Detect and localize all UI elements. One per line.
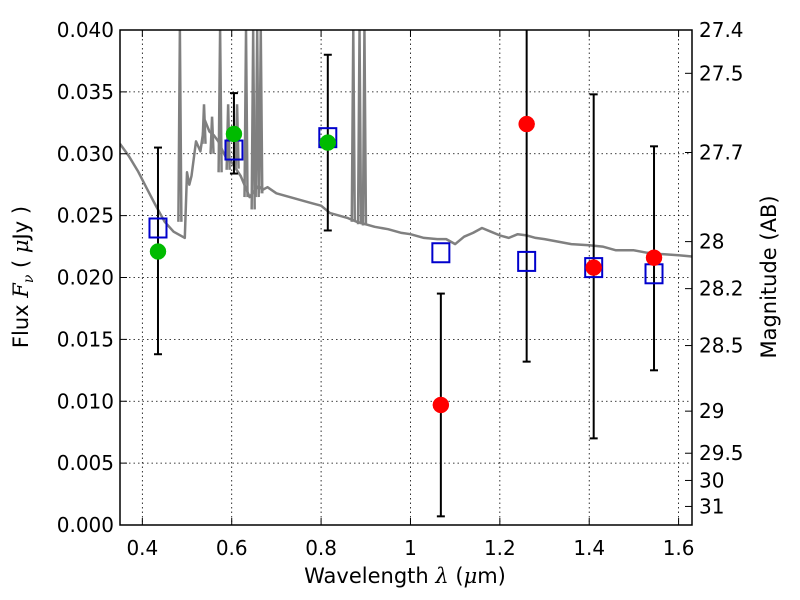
y2-tick-label: 29.5 <box>699 441 744 465</box>
y-tick-label: 0.035 <box>57 80 114 104</box>
y-tick-label: 0.030 <box>57 142 114 166</box>
model-band-square <box>517 250 537 272</box>
x-axis-label-mu: μ <box>464 564 478 588</box>
model-band-square <box>148 217 168 239</box>
y-tick-label: 0.000 <box>57 513 114 537</box>
emission-line-spike <box>361 30 368 226</box>
x-tick-label: 1 <box>404 536 417 560</box>
y-axis-label-mu: μ <box>9 239 33 253</box>
y-tick-label: 0.020 <box>57 266 114 290</box>
y-tick-label: 0.010 <box>57 389 114 413</box>
observed-flux-point <box>149 243 167 260</box>
observed-flux-point <box>432 396 450 414</box>
y-tick-label: 0.015 <box>57 327 114 351</box>
y2-tick-label: 29 <box>699 399 724 423</box>
y-axis-label: Flux Fν ( μJy ) <box>9 206 37 348</box>
emission-line-spike <box>209 116 215 154</box>
y-axis-label-unit: Jy ) <box>9 206 33 242</box>
plot-area <box>120 30 692 518</box>
x-tick-label: 0.8 <box>305 536 337 560</box>
emission-line-spike <box>350 30 357 222</box>
y-axis-label-paren: ( <box>9 253 33 275</box>
emission-line-spike <box>225 104 231 170</box>
y2-tick-label: 27.7 <box>699 141 744 165</box>
axis-ticks: 0.4 0.6 0.8 1 1.2 1.4 1.6 0.000 0.005 0.010 0.015 0… <box>57 18 744 560</box>
y-axis-label-nu: ν <box>21 274 37 283</box>
x-axis-label-text: Wavelength <box>304 564 435 588</box>
y2-tick-label: 28 <box>699 230 724 254</box>
emission-line-spike <box>254 30 260 198</box>
model-band-square <box>431 242 451 264</box>
emission-line-spike <box>250 30 256 210</box>
x-tick-label: 0.4 <box>126 536 158 560</box>
emission-line-spike <box>356 30 363 225</box>
x-axis-label-unit: m) <box>477 564 506 588</box>
x-axis-label-lambda: λ <box>434 564 448 588</box>
emission-line-spike <box>177 30 183 222</box>
emission-line-spike <box>234 104 240 169</box>
y2-tick-label: 27.5 <box>699 61 744 85</box>
y2-tick-label: 31 <box>699 494 724 518</box>
x-tick-label: 1.2 <box>484 536 516 560</box>
x-axis-label: Wavelength λ (μm) <box>304 564 506 588</box>
observed-flux-point <box>518 115 535 133</box>
observed-flux-point <box>585 259 602 276</box>
y-axis-label-text: Flux <box>9 298 33 348</box>
emission-line-spike <box>217 30 223 173</box>
y-tick-label: 0.040 <box>57 18 114 42</box>
observed-flux-point <box>645 249 663 266</box>
model-band-square <box>584 257 604 279</box>
plot-frame <box>119 29 693 526</box>
observed-flux-point <box>225 125 243 143</box>
x-axis-label-paren: ( <box>449 564 464 588</box>
observed-flux-point <box>319 134 337 151</box>
y2-tick-label: 28.5 <box>699 334 744 358</box>
model-spectrum-line <box>120 119 692 258</box>
y-tick-label: 0.005 <box>57 451 114 475</box>
y2-tick-label: 28.2 <box>699 277 744 301</box>
emission-line-spike <box>243 30 249 198</box>
y-axis-label-f: F <box>9 282 33 299</box>
y-tick-label: 0.025 <box>57 204 114 228</box>
grid-lines <box>120 30 692 525</box>
y2-axis-label: Magnitude (AB) <box>757 195 781 358</box>
x-tick-label: 0.6 <box>216 536 248 560</box>
y2-tick-label: 30 <box>699 468 724 492</box>
y2-tick-label: 27.4 <box>699 18 744 42</box>
x-tick-label: 1.4 <box>573 536 605 560</box>
x-tick-label: 1.6 <box>663 536 695 560</box>
emission-line-spike <box>201 104 207 144</box>
emission-line-spike <box>258 30 264 194</box>
